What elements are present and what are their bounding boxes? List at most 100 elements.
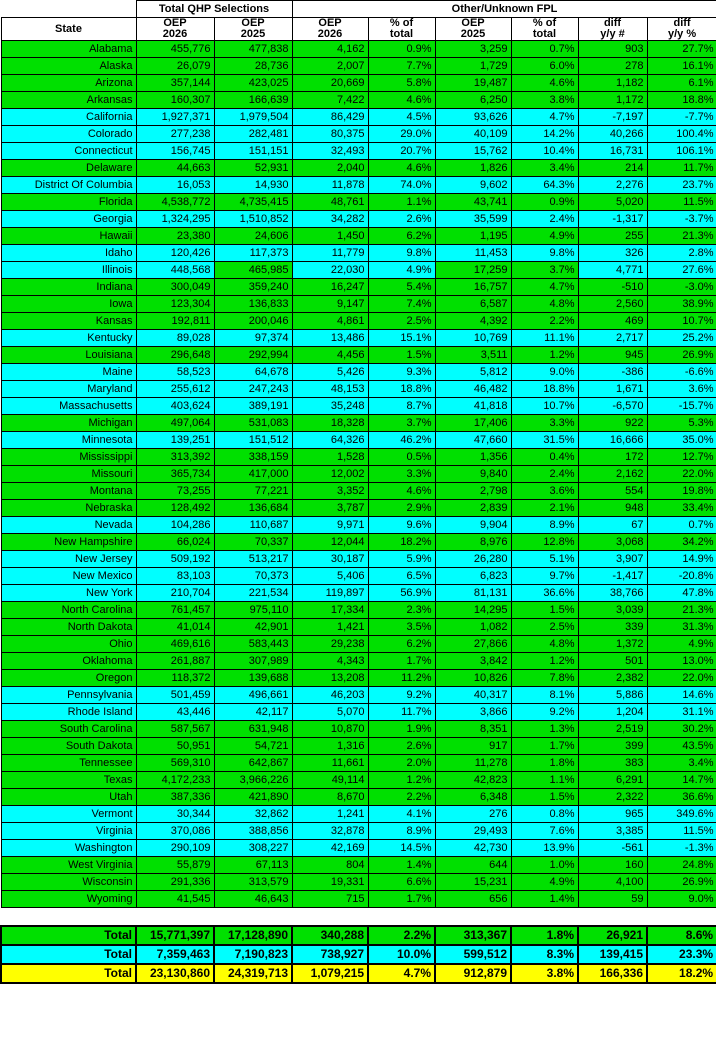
data-cell: 9.8% <box>367 244 436 262</box>
data-cell: 8.1% <box>510 686 579 704</box>
data-cell: -510 <box>577 278 648 296</box>
data-cell: 36.6% <box>646 788 716 806</box>
data-cell: 118,372 <box>135 669 215 687</box>
data-cell: 160 <box>577 856 648 874</box>
data-cell: 1,356 <box>434 448 512 466</box>
data-cell: 17,334 <box>291 601 369 619</box>
total-data-cell: 2.2% <box>367 924 437 946</box>
data-cell: -6.6% <box>646 363 716 381</box>
data-cell: 9,602 <box>434 176 512 194</box>
data-cell: 2.4% <box>510 210 579 228</box>
data-cell: 2,560 <box>577 295 648 313</box>
data-cell: 4.9% <box>510 227 579 245</box>
data-cell: 70,337 <box>213 533 293 551</box>
spacer-cell <box>646 907 716 926</box>
table-row: Arizona 357,144 423,025 20,669 5.8% 19,487 4.6… <box>0 74 716 92</box>
data-cell: 3,787 <box>291 499 369 517</box>
state-name-cell: Nebraska <box>0 499 137 517</box>
state-name-cell: Wyoming <box>0 890 137 908</box>
data-cell: -3.7% <box>646 210 716 228</box>
state-name-cell: Kentucky <box>0 329 137 347</box>
data-cell: 8,351 <box>434 720 512 738</box>
state-name-cell: New Jersey <box>0 550 137 568</box>
table-row: Hawaii 23,380 24,606 1,450 6.2% 1,195 4.9% 255 2… <box>0 227 716 245</box>
state-name-cell: New Hampshire <box>0 533 137 551</box>
data-cell: 17,406 <box>434 414 512 432</box>
data-cell: -386 <box>577 363 648 381</box>
data-cell: 3.7% <box>510 261 579 279</box>
data-cell: 6.2% <box>367 635 436 653</box>
column-header-state: State <box>0 17 137 41</box>
data-cell: 32,493 <box>291 142 369 160</box>
state-name-cell: Hawaii <box>0 227 137 245</box>
data-cell: 97,374 <box>213 329 293 347</box>
column-header-state-line1: State <box>55 22 82 35</box>
data-cell: 11,278 <box>434 754 512 772</box>
data-cell: 120,426 <box>135 244 215 262</box>
data-cell: 10,870 <box>291 720 369 738</box>
state-name-cell: Mississippi <box>0 448 137 466</box>
data-cell: 4,172,233 <box>135 771 215 789</box>
total-data-cell: 166,336 <box>577 962 649 984</box>
column-header-fpl-oep-2025-line1: OEP <box>461 17 485 29</box>
data-cell: 4.6% <box>367 482 436 500</box>
total-row: Total 15,771,397 17,128,890 340,288 2.2% 313,… <box>0 924 716 946</box>
data-cell: 1.8% <box>510 754 579 772</box>
column-header-diff-yoy-pct-line1: diff <box>673 17 691 29</box>
data-cell: 100.4% <box>646 125 716 143</box>
table-row: Colorado 277,238 282,481 80,375 29.0% 40,109 1… <box>0 125 716 143</box>
data-cell: 3.6% <box>646 380 716 398</box>
state-name-cell: Florida <box>0 193 137 211</box>
table-row: California 1,927,371 1,979,504 86,429 4.5% 93… <box>0 108 716 126</box>
total-label-cell: Total <box>0 924 137 946</box>
data-cell: 27,866 <box>434 635 512 653</box>
table-row: Tennessee 569,310 642,867 11,661 2.0% 11,278 1… <box>0 754 716 772</box>
data-cell: 10.4% <box>510 142 579 160</box>
state-name-cell: Oregon <box>0 669 137 687</box>
data-cell: 31.5% <box>510 431 579 449</box>
data-cell: 93,626 <box>434 108 512 126</box>
state-name-cell: Kansas <box>0 312 137 330</box>
table-row: District Of Columbia 16,053 14,930 11,878 74… <box>0 176 716 194</box>
data-cell: 4,456 <box>291 346 369 364</box>
data-cell: 2.5% <box>510 618 579 636</box>
spacer-row <box>0 907 716 926</box>
data-cell: 29,493 <box>434 822 512 840</box>
table-row: Virginia 370,086 388,856 32,878 8.9% 29,493 7.… <box>0 822 716 840</box>
data-cell: -1.3% <box>646 839 716 857</box>
data-cell: 496,661 <box>213 686 293 704</box>
data-cell: 1.7% <box>510 737 579 755</box>
data-cell: 1,671 <box>577 380 648 398</box>
table-row: Washington 290,109 308,227 42,169 14.5% 42,73… <box>0 839 716 857</box>
state-name-cell: Arkansas <box>0 91 137 109</box>
total-data-cell: 1.8% <box>510 924 580 946</box>
data-cell: 9.7% <box>510 567 579 585</box>
data-cell: 1,182 <box>577 74 648 92</box>
state-name-cell: Oklahoma <box>0 652 137 670</box>
data-cell: 6,250 <box>434 91 512 109</box>
data-cell: 469 <box>577 312 648 330</box>
data-cell: 4.6% <box>367 91 436 109</box>
data-cell: 172 <box>577 448 648 466</box>
data-cell: 221,534 <box>213 584 293 602</box>
data-cell: 67 <box>577 516 648 534</box>
data-cell: 32,878 <box>291 822 369 840</box>
data-cell: 642,867 <box>213 754 293 772</box>
data-cell: 123,304 <box>135 295 215 313</box>
total-data-cell: 24,319,713 <box>212 962 294 984</box>
data-cell: 19,487 <box>434 74 512 92</box>
data-cell: 4.5% <box>367 108 436 126</box>
data-cell: 5,812 <box>434 363 512 381</box>
data-cell: 47.8% <box>646 584 716 602</box>
state-name-cell: Colorado <box>0 125 137 143</box>
data-cell: 469,616 <box>135 635 215 653</box>
data-cell: 46,643 <box>213 890 293 908</box>
data-cell: 804 <box>291 856 369 874</box>
data-cell: 917 <box>434 737 512 755</box>
state-name-cell: Louisiana <box>0 346 137 364</box>
data-cell: 10,826 <box>434 669 512 687</box>
data-cell: 296,648 <box>135 346 215 364</box>
data-cell: 14,295 <box>434 601 512 619</box>
data-cell: 1.4% <box>367 856 436 874</box>
data-cell: 74.0% <box>367 176 436 194</box>
